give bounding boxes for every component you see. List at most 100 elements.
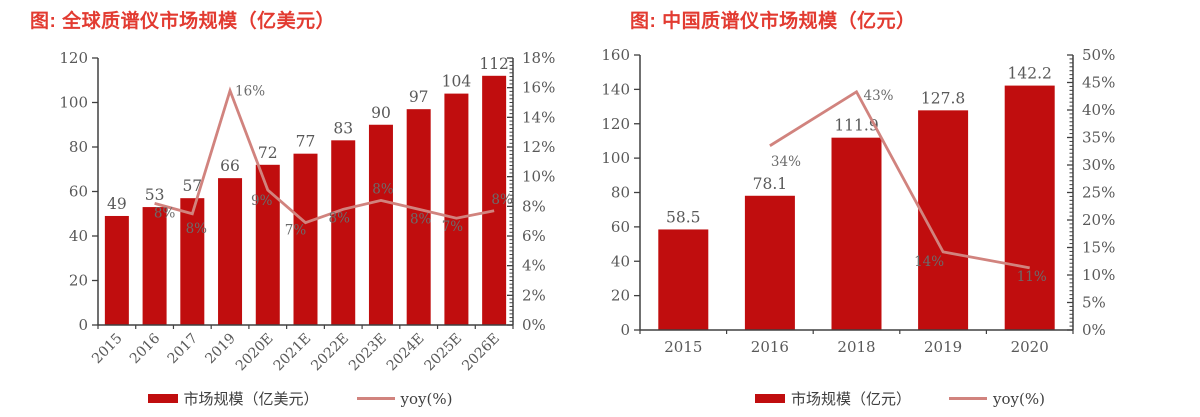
y-left-tick-label: 0: [78, 316, 88, 334]
yoy-label: 34%: [771, 154, 801, 170]
bar-value-label: 104: [442, 73, 472, 91]
y-left-tick-label: 120: [59, 49, 88, 67]
yoy-label: 8%: [186, 221, 208, 237]
y-left-tick-label: 140: [601, 80, 630, 98]
y-axis-left: 0 20 40 60 80 100 120 140 160: [601, 46, 641, 339]
yoy-label: 8%: [372, 181, 394, 197]
yoy-label: 8%: [410, 211, 432, 227]
y-left-tick-label: 40: [611, 252, 630, 270]
y-left-tick-label: 60: [611, 218, 630, 236]
chart-title-china: 图: 中国质谱仪市场规模（亿元）: [630, 11, 916, 32]
y-right-tick-label: 14%: [522, 108, 555, 126]
bar-value-label: 53: [145, 186, 165, 204]
bar-value-label: 58.5: [666, 208, 701, 226]
y-right-tick-label: 45%: [1082, 74, 1115, 92]
bar-value-label: 97: [409, 88, 429, 106]
y-right-tick-label: 20%: [1082, 211, 1115, 229]
y-right-tick-label: 12%: [522, 138, 555, 156]
line-swatch-icon: [949, 397, 988, 400]
x-axis: 2015 2016 2018 2019 2020: [639, 329, 1074, 356]
bar-value-label: 72: [258, 144, 278, 162]
y-left-tick-label: 60: [69, 183, 88, 201]
y-right-tick-label: 25%: [1082, 184, 1115, 202]
line-swatch-icon: [356, 397, 395, 400]
chart-title-global: 图: 全球质谱仪市场规模（亿美元）: [30, 11, 336, 32]
x-axis: 2015 2016 2017 20192020E2021E2022E2023E2024…: [89, 324, 514, 375]
bar-value-label: 66: [220, 157, 240, 175]
yoy-label: 7%: [442, 219, 464, 235]
x-tick-label: 2026E: [459, 331, 503, 375]
y-right-tick-label: 6%: [522, 227, 546, 245]
bar-value-labels: 49 53 57 66 72 77 83 90 97 104 112: [107, 55, 509, 213]
y-left-tick-label: 80: [69, 138, 88, 156]
y-left-tick-label: 40: [69, 227, 88, 245]
y-right-tick-label: 30%: [1082, 156, 1115, 174]
bar-value-label: 83: [333, 119, 353, 137]
x-tick-label: 2015: [664, 338, 702, 356]
y-right-tick-label: 16%: [522, 79, 555, 97]
y-right-tick-label: 0%: [522, 316, 546, 334]
legend-bar-group: 市场规模（亿美元）: [147, 388, 319, 409]
legend-global: 市场规模（亿美元） yoy(%): [0, 388, 600, 409]
bar-value-labels: 58.5 78.1 111.9 127.8 142.2: [666, 65, 1052, 227]
y-right-tick-label: 50%: [1082, 46, 1115, 64]
yoy-label: 43%: [863, 88, 893, 104]
yoy-label: 9%: [251, 193, 273, 209]
x-tick-label: 2016: [751, 338, 789, 356]
bar: [180, 198, 205, 325]
legend-bar-label: 市场规模（亿美元）: [183, 390, 319, 408]
bar-value-label: 90: [371, 104, 391, 122]
bar-value-label: 77: [296, 133, 316, 151]
y-right-tick-label: 15%: [1082, 239, 1115, 257]
x-tick-label: 2020: [1011, 338, 1049, 356]
bar: [482, 75, 507, 325]
bar: [331, 140, 356, 325]
y-axis-left: 0 20 40 60 80 100 120: [59, 49, 99, 334]
yoy-labels: 34% 43% 14% 11%: [771, 88, 1047, 285]
bar: [658, 229, 709, 330]
yoy-label: 16%: [235, 84, 265, 100]
y-left-tick-label: 80: [611, 184, 630, 202]
bar-value-label: 78.1: [753, 175, 788, 193]
legend-line-group: yoy(%): [925, 390, 1045, 408]
legend-line-group: yoy(%): [333, 390, 452, 408]
x-tick-label: 2017: [165, 331, 202, 368]
bar-series: [658, 85, 1055, 330]
global-mass-spec-market-chart: 0 20 40 60 80 100 120 0% 2% 4% 6% 8% 10% 12% 14% 16% 18%…: [59, 49, 555, 375]
yoy-label: 11%: [1017, 269, 1047, 285]
y-left-tick-label: 100: [59, 94, 88, 112]
x-tick-label: 2021E: [271, 331, 315, 375]
yoy-label: 14%: [914, 254, 944, 270]
panel-global-chart: 图: 全球质谱仪市场规模（亿美元） 0 20 40 60 80 100 120 0% 2% 4% 6…: [0, 11, 600, 409]
bar: [142, 207, 167, 325]
bar: [255, 164, 280, 325]
bar: [831, 137, 882, 330]
y-right-tick-label: 10%: [1082, 266, 1115, 284]
x-tick-label: 2019: [924, 338, 962, 356]
x-tick-label: 2015: [89, 331, 126, 368]
x-tick-label: 2020E: [233, 331, 277, 375]
y-right-tick-label: 5%: [1082, 294, 1106, 312]
x-tick-label: 2018: [837, 338, 875, 356]
legend-bar-group: 市场规模（亿元）: [755, 388, 911, 409]
x-tick-label: 2016: [127, 330, 164, 367]
y-left-tick-label: 20: [69, 272, 88, 290]
y-right-tick-label: 4%: [522, 257, 546, 275]
legend-china: 市场规模（亿元） yoy(%): [600, 388, 1200, 409]
china-mass-spec-market-chart: 0 20 40 60 80 100 120 140 160 0% 5% 10% 15% 20% 25% 30%…: [601, 46, 1115, 356]
y-left-tick-label: 0: [620, 321, 630, 339]
bar: [444, 93, 469, 325]
y-right-tick-label: 0%: [1082, 321, 1106, 339]
bar: [368, 124, 393, 325]
bar: [218, 178, 243, 325]
bar-swatch-icon: [755, 394, 786, 403]
bar-value-label: 127.8: [921, 89, 965, 107]
bar: [406, 109, 431, 325]
yoy-label: 8%: [329, 210, 351, 226]
bar-value-label: 49: [107, 195, 127, 213]
y-left-tick-label: 160: [601, 46, 630, 64]
bar-series: [104, 75, 507, 325]
bar: [744, 195, 795, 330]
x-tick-label: 2025E: [421, 331, 465, 375]
